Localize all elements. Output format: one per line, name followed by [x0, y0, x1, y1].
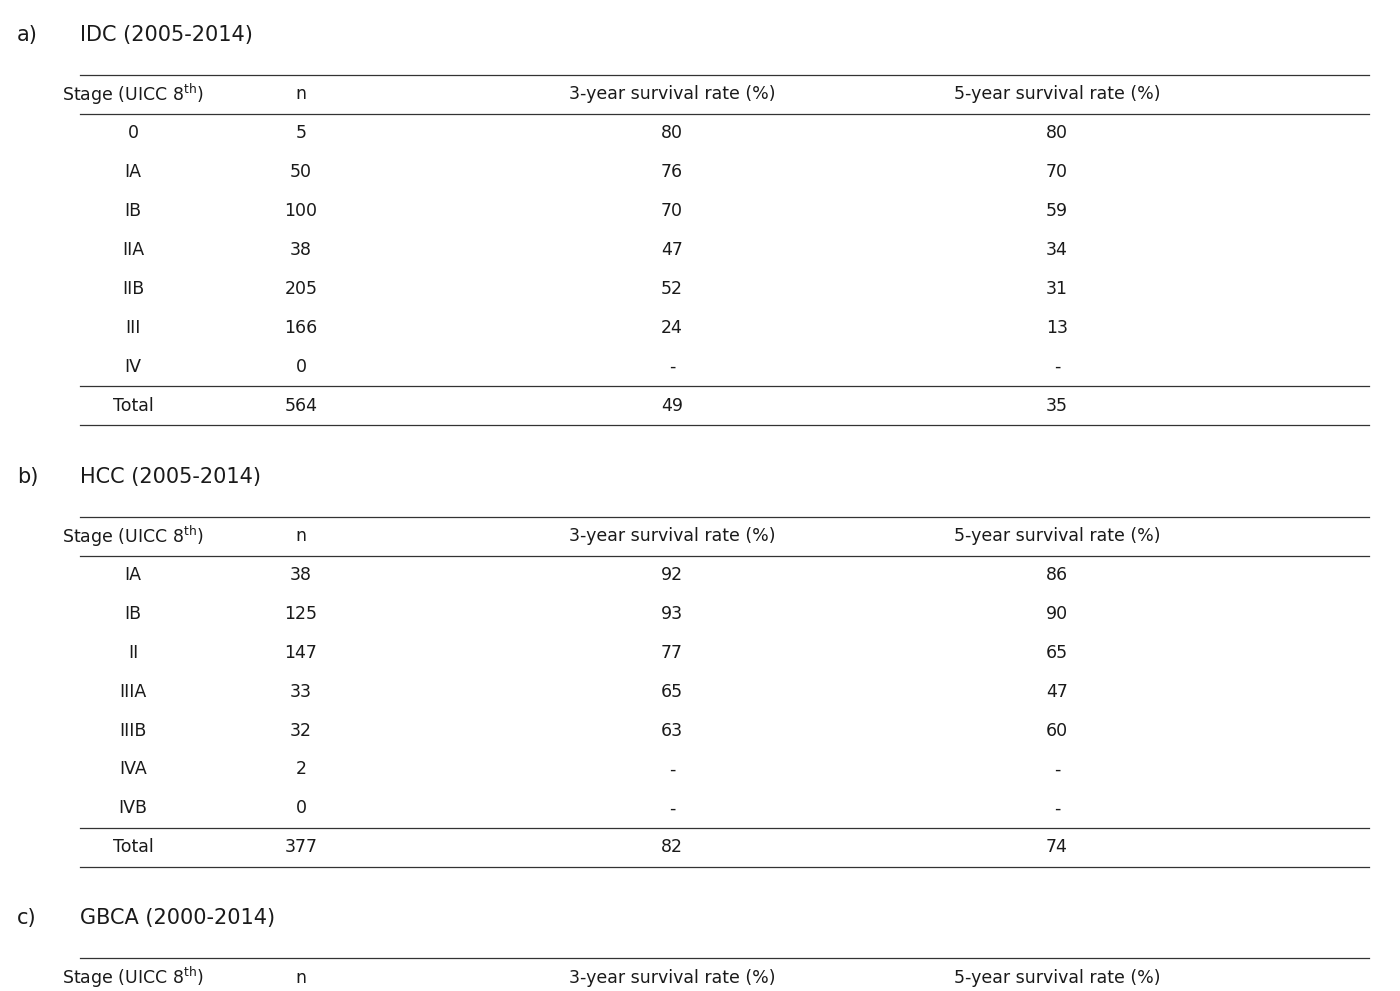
Text: 86: 86 — [1046, 566, 1068, 584]
Text: b): b) — [17, 467, 38, 487]
Text: 70: 70 — [1046, 164, 1068, 181]
Text: 3-year survival rate (%): 3-year survival rate (%) — [568, 85, 776, 103]
Text: a): a) — [17, 25, 38, 45]
Text: 31: 31 — [1046, 279, 1068, 298]
Text: 5-year survival rate (%): 5-year survival rate (%) — [953, 527, 1161, 545]
Text: 47: 47 — [1046, 683, 1068, 701]
Text: Stage (UICC 8$^{\mathregular{th}}$): Stage (UICC 8$^{\mathregular{th}}$) — [62, 523, 204, 549]
Text: 0: 0 — [295, 358, 307, 376]
Text: 125: 125 — [284, 605, 318, 623]
Text: 377: 377 — [284, 838, 318, 856]
Text: 166: 166 — [284, 319, 318, 337]
Text: 2: 2 — [295, 760, 307, 779]
Text: 13: 13 — [1046, 319, 1068, 337]
Text: -: - — [669, 760, 675, 779]
Text: II: II — [127, 644, 139, 662]
Text: 3-year survival rate (%): 3-year survival rate (%) — [568, 969, 776, 987]
Text: IIA: IIA — [122, 241, 144, 259]
Text: 205: 205 — [284, 279, 318, 298]
Text: 77: 77 — [661, 644, 683, 662]
Text: IDC (2005-2014): IDC (2005-2014) — [80, 25, 252, 45]
Text: 59: 59 — [1046, 202, 1068, 220]
Text: 100: 100 — [284, 202, 318, 220]
Text: -: - — [1054, 358, 1060, 376]
Text: IIB: IIB — [122, 279, 144, 298]
Text: 80: 80 — [1046, 124, 1068, 143]
Text: 34: 34 — [1046, 241, 1068, 259]
Text: 63: 63 — [661, 721, 683, 739]
Text: 38: 38 — [290, 566, 312, 584]
Text: IA: IA — [125, 566, 141, 584]
Text: 24: 24 — [661, 319, 683, 337]
Text: IA: IA — [125, 164, 141, 181]
Text: 82: 82 — [661, 838, 683, 856]
Text: 50: 50 — [290, 164, 312, 181]
Text: III: III — [126, 319, 140, 337]
Text: 32: 32 — [290, 721, 312, 739]
Text: IIIA: IIIA — [119, 683, 147, 701]
Text: Total: Total — [112, 396, 154, 414]
Text: IB: IB — [125, 605, 141, 623]
Text: HCC (2005-2014): HCC (2005-2014) — [80, 467, 260, 487]
Text: Total: Total — [112, 838, 154, 856]
Text: IIIB: IIIB — [119, 721, 147, 739]
Text: n: n — [295, 85, 307, 103]
Text: 0: 0 — [127, 124, 139, 143]
Text: 76: 76 — [661, 164, 683, 181]
Text: IB: IB — [125, 202, 141, 220]
Text: 60: 60 — [1046, 721, 1068, 739]
Text: 80: 80 — [661, 124, 683, 143]
Text: n: n — [295, 969, 307, 987]
Text: c): c) — [17, 909, 36, 929]
Text: Stage (UICC 8$^{\mathregular{th}}$): Stage (UICC 8$^{\mathregular{th}}$) — [62, 82, 204, 107]
Text: 5-year survival rate (%): 5-year survival rate (%) — [953, 85, 1161, 103]
Text: 0: 0 — [295, 800, 307, 818]
Text: 65: 65 — [661, 683, 683, 701]
Text: -: - — [669, 358, 675, 376]
Text: -: - — [669, 800, 675, 818]
Text: 5-year survival rate (%): 5-year survival rate (%) — [953, 969, 1161, 987]
Text: 52: 52 — [661, 279, 683, 298]
Text: 70: 70 — [661, 202, 683, 220]
Text: 90: 90 — [1046, 605, 1068, 623]
Text: -: - — [1054, 760, 1060, 779]
Text: 33: 33 — [290, 683, 312, 701]
Text: IV: IV — [125, 358, 141, 376]
Text: IVB: IVB — [119, 800, 147, 818]
Text: 5: 5 — [295, 124, 307, 143]
Text: n: n — [295, 527, 307, 545]
Text: IVA: IVA — [119, 760, 147, 779]
Text: GBCA (2000-2014): GBCA (2000-2014) — [80, 909, 274, 929]
Text: Stage (UICC 8$^{\mathregular{th}}$): Stage (UICC 8$^{\mathregular{th}}$) — [62, 965, 204, 990]
Text: -: - — [1054, 800, 1060, 818]
Text: 147: 147 — [284, 644, 318, 662]
Text: 49: 49 — [661, 396, 683, 414]
Text: 38: 38 — [290, 241, 312, 259]
Text: 564: 564 — [284, 396, 318, 414]
Text: 93: 93 — [661, 605, 683, 623]
Text: 92: 92 — [661, 566, 683, 584]
Text: 35: 35 — [1046, 396, 1068, 414]
Text: 65: 65 — [1046, 644, 1068, 662]
Text: 3-year survival rate (%): 3-year survival rate (%) — [568, 527, 776, 545]
Text: 47: 47 — [661, 241, 683, 259]
Text: 74: 74 — [1046, 838, 1068, 856]
